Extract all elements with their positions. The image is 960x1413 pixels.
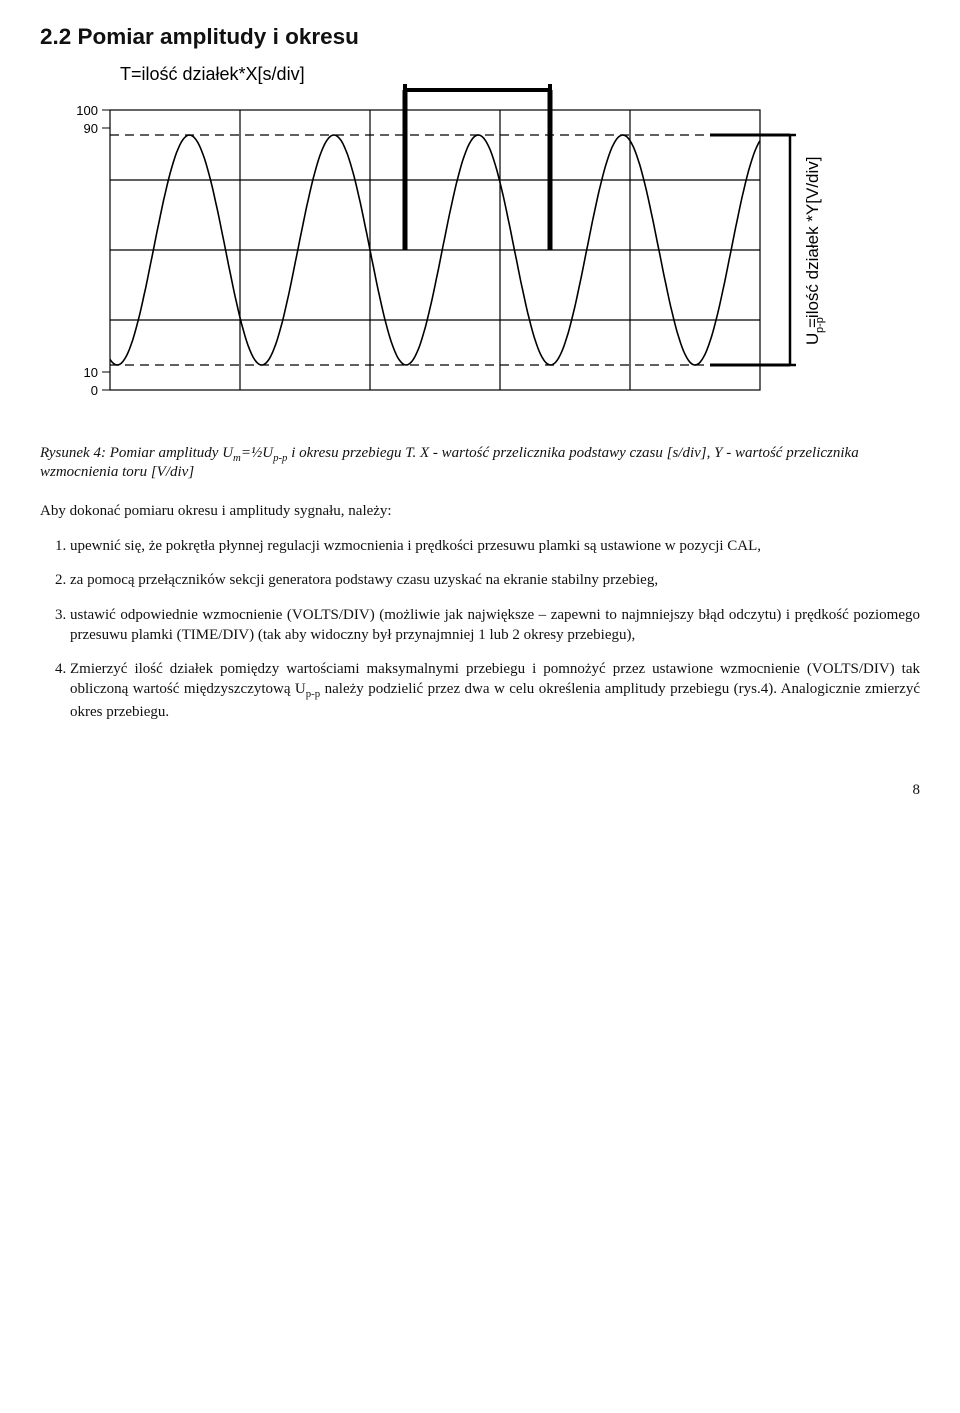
svg-text:90: 90	[84, 121, 98, 136]
list-item: za pomocą przełączników sekcji generator…	[70, 570, 920, 590]
svg-text:p-p: p-p	[814, 317, 826, 333]
figure-caption: Rysunek 4: Pomiar amplitudy Um=½Up-p i o…	[40, 445, 920, 481]
intro-paragraph: Aby dokonać pomiaru okresu i amplitudy s…	[40, 503, 920, 520]
svg-text:10: 10	[84, 365, 98, 380]
svg-text:T=ilość działek*X[s/div]: T=ilość działek*X[s/div]	[120, 64, 305, 84]
page-number: 8	[40, 782, 920, 799]
list-item: ustawić odpowiednie wzmocnienie (VOLTS/D…	[70, 605, 920, 646]
list-item: upewnić się, że pokrętła płynnej regulac…	[70, 536, 920, 556]
caption-sub2: p-p	[273, 452, 287, 464]
steps-list: upewnić się, że pokrętła płynnej regulac…	[70, 536, 920, 722]
oscilloscope-figure: T=ilość działek*X[s/div]10090100U =ilość…	[40, 60, 860, 430]
figure: T=ilość działek*X[s/div]10090100U =ilość…	[40, 60, 920, 435]
svg-text:0: 0	[91, 383, 98, 398]
svg-text:U =ilość działek *Y[V/div]: U =ilość działek *Y[V/div]	[803, 157, 822, 346]
list-item: Zmierzyć ilość działek pomiędzy wartości…	[70, 659, 920, 722]
caption-mid: =½U	[241, 445, 273, 461]
section-heading: 2.2 Pomiar amplitudy i okresu	[40, 24, 920, 50]
caption-sub1: m	[233, 452, 241, 464]
svg-text:100: 100	[76, 103, 98, 118]
caption-post: i okresu przebiegu T.	[287, 445, 416, 461]
caption-pre: Rysunek 4: Pomiar amplitudy U	[40, 445, 233, 461]
